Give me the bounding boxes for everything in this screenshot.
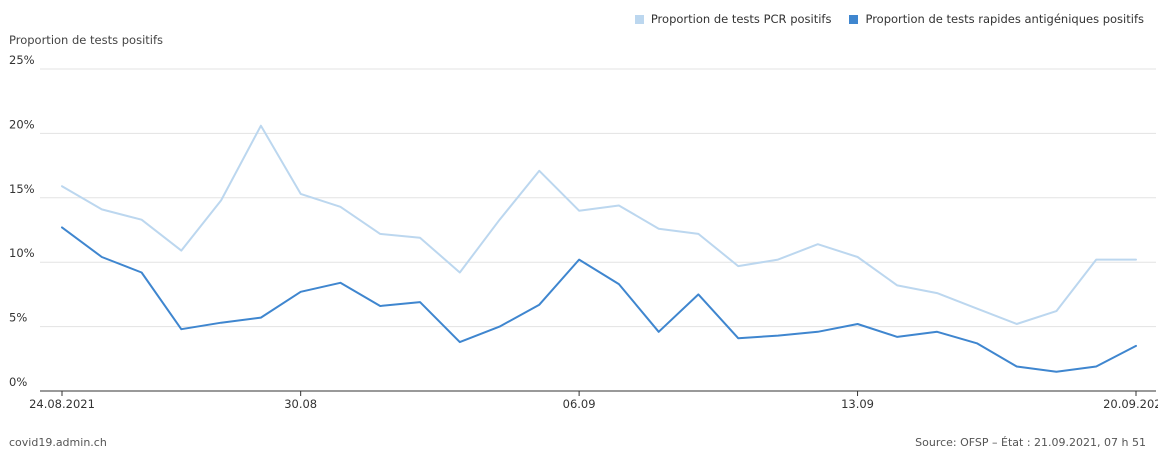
y-tick-label: 5% [9,311,27,325]
legend: Proportion de tests PCR positifs Proport… [634,12,1144,26]
legend-swatch-antigen [849,14,859,24]
y-tick-label: 0% [9,375,27,389]
y-tick-label: 15% [9,182,35,196]
y-axis-title: Proportion de tests positifs [9,33,164,47]
series-line-pcr [61,124,1137,325]
legend-item-pcr[interactable]: Proportion de tests PCR positifs [634,12,832,26]
legend-item-antigen[interactable]: Proportion de tests rapides antigéniques… [849,12,1144,26]
legend-label-pcr: Proportion de tests PCR positifs [650,12,832,26]
legend-swatch-pcr [634,14,644,24]
x-tick-label: 13.09 [841,397,874,411]
x-tick-label: 24.08.2021 [29,397,95,411]
x-tick-label: 30.08 [284,397,317,411]
series-line-antigen [61,226,1137,373]
y-tick-label: 25% [9,53,35,67]
legend-label-antigen: Proportion de tests rapides antigéniques… [865,12,1144,26]
footer-site: covid19.admin.ch [9,436,107,449]
x-tick-label: 06.09 [563,397,596,411]
y-tick-label: 20% [9,117,35,131]
x-tick-label: 20.09.2021 [1103,397,1158,411]
y-tick-label: 10% [9,246,35,260]
footer-source: Source: OFSP – État : 21.09.2021, 07 h 5… [915,436,1146,449]
